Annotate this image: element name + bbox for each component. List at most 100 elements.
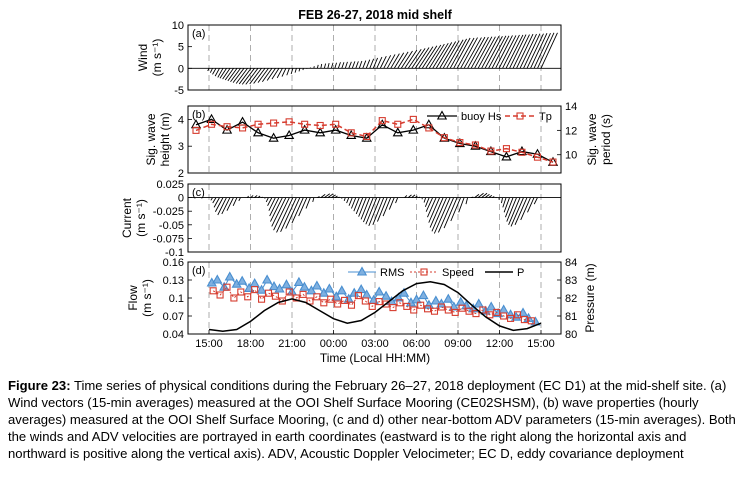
current-stick (261, 196, 263, 199)
wind-stick (281, 68, 287, 77)
current-ylabel-line: (m s⁻¹) (134, 199, 148, 237)
y2-tick-label: 82 (565, 293, 577, 305)
current-stick (358, 197, 367, 217)
wind-stick (491, 35, 510, 69)
flow-data-point (473, 298, 484, 308)
y-tick-label: 0.07 (163, 311, 184, 323)
wind-stick (428, 43, 445, 69)
wind-stick (212, 68, 217, 75)
current-stick (355, 197, 364, 215)
flow-data-point (398, 287, 410, 297)
wind-stick (453, 37, 471, 69)
current-stick (210, 197, 213, 201)
wind-stick (379, 55, 387, 69)
current-stick (317, 196, 320, 199)
wind-stick (523, 33, 541, 69)
wave-data-point (440, 134, 448, 142)
wind-stick (502, 34, 520, 69)
wave-data-point (549, 158, 557, 166)
current-stick (395, 197, 399, 204)
flow-data-point (292, 294, 300, 302)
current-ylabel-line: Current (120, 197, 134, 238)
current-stick (465, 197, 469, 205)
wind-stick (365, 59, 371, 69)
legend-label-rms: RMS (380, 267, 404, 279)
flow-data-point (507, 314, 515, 322)
wind-stick (249, 68, 262, 85)
current-stick (510, 197, 524, 227)
wave-data-point (315, 127, 326, 137)
wave-data-point (252, 127, 264, 137)
current-stick (257, 195, 261, 198)
wind-stick (421, 45, 438, 69)
flow-data-point (424, 305, 432, 313)
wind-stick (238, 68, 252, 85)
legend-marker-hs (436, 110, 448, 120)
wind-stick (537, 32, 555, 69)
current-stick (414, 195, 418, 198)
current-stick (503, 197, 510, 213)
flow-data-point (472, 310, 480, 318)
current-stick (285, 197, 301, 229)
y2-tick-label: 80 (565, 329, 577, 341)
y2-tick-label: 12 (565, 125, 577, 137)
wave-period-ylabel-line: Sig. wave (585, 113, 599, 165)
current-stick (267, 197, 273, 206)
wind-stick (276, 68, 283, 79)
wave-data-point (346, 129, 357, 140)
flow-data-point (436, 298, 447, 308)
y-tick-label: 0.16 (163, 257, 184, 269)
flow-data-point (244, 293, 252, 301)
current-stick (508, 197, 521, 225)
current-stick (250, 195, 254, 198)
current-stick (238, 197, 241, 202)
flow-data-point (498, 304, 509, 314)
current-stick (270, 197, 283, 222)
wave-height-ylabel-line: Sig. wave (144, 113, 158, 165)
flow-data-point (380, 290, 392, 300)
current-stick (365, 197, 378, 225)
wind-stick (230, 68, 241, 83)
wave-data-point (237, 116, 248, 126)
flow-data-point (361, 297, 369, 305)
wind-stick (495, 35, 513, 69)
wind-stick (505, 34, 524, 69)
wind-stick (386, 54, 396, 69)
flow-data-point (451, 308, 459, 316)
flow-data-point (258, 295, 266, 303)
wind-stick (467, 36, 486, 69)
wind-stick (351, 61, 356, 69)
flow-data-point (285, 288, 293, 296)
y2-tick-label: 81 (565, 311, 577, 323)
legend-marker-speed (420, 268, 428, 276)
wave-data-point (533, 153, 542, 161)
current-stick (271, 197, 287, 227)
current-stick (269, 197, 280, 217)
flow-data-point (223, 283, 231, 291)
flow-data-point (334, 300, 342, 308)
wind-stick (327, 63, 330, 69)
flow-data-point (493, 308, 501, 316)
current-stick (425, 197, 434, 212)
current-stick (368, 197, 381, 227)
figure-caption: Figure 23: Time series of physical condi… (8, 377, 743, 462)
flow-data-point (216, 291, 224, 299)
wind-stick (362, 60, 367, 69)
y2-tick-label: 10 (565, 150, 577, 162)
wave-data-point (332, 120, 340, 128)
wind-stick (435, 42, 453, 69)
current-stick (247, 195, 249, 198)
current-stick (324, 193, 331, 198)
flow-data-point (341, 296, 349, 304)
current-stick (533, 197, 538, 205)
y-tick-label: -0.05 (159, 220, 184, 232)
wind-stick (320, 63, 323, 69)
current-stick (404, 195, 408, 198)
wind-stick (414, 47, 430, 69)
flow-data-point (403, 302, 411, 310)
wave-series-line (195, 118, 554, 163)
current-stick (474, 193, 480, 198)
wave-data-point (516, 145, 528, 156)
wave-period-ylabel-line: period (s) (599, 114, 613, 165)
wave-data-point (408, 124, 419, 134)
